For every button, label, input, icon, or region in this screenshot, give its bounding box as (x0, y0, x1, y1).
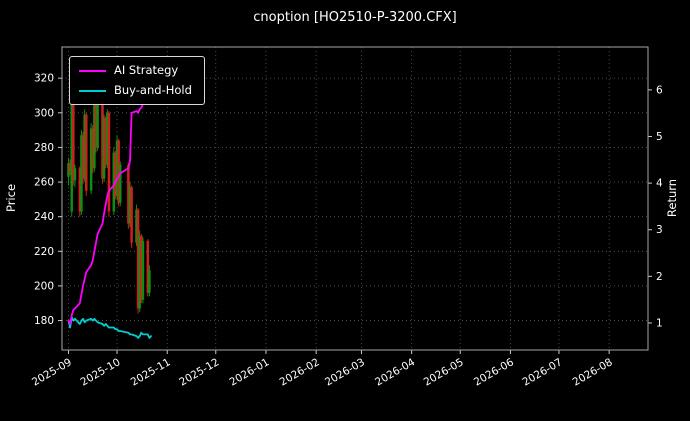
svg-text:2025-10: 2025-10 (79, 356, 123, 388)
legend-label: AI Strategy (114, 63, 179, 77)
svg-text:2026-01: 2026-01 (227, 356, 271, 388)
svg-text:2: 2 (656, 271, 663, 283)
svg-text:2025-09: 2025-09 (30, 356, 74, 388)
svg-text:180: 180 (34, 315, 54, 327)
svg-text:4: 4 (656, 178, 663, 190)
svg-text:5: 5 (656, 131, 663, 143)
svg-text:300: 300 (34, 107, 54, 119)
svg-text:320: 320 (34, 73, 54, 85)
svg-text:2026-08: 2026-08 (571, 356, 615, 388)
svg-text:2026-02: 2026-02 (278, 356, 322, 388)
svg-text:3: 3 (656, 224, 663, 236)
svg-text:220: 220 (34, 246, 54, 258)
svg-text:2026-03: 2026-03 (323, 356, 367, 388)
buy-and-hold-line-swatch (79, 89, 106, 92)
legend-label: Buy-and-Hold (114, 83, 192, 97)
svg-text:260: 260 (34, 177, 54, 189)
return-axis-label: Return (665, 179, 679, 217)
ai-strategy-line-swatch (79, 69, 106, 72)
svg-text:200: 200 (34, 280, 54, 292)
svg-text:2026-07: 2026-07 (520, 356, 564, 388)
price-axis-label: Price (4, 184, 18, 212)
legend-item-ai-strategy: AI Strategy (79, 64, 192, 77)
svg-text:2025-11: 2025-11 (129, 356, 173, 388)
svg-text:6: 6 (656, 84, 663, 96)
legend-item-buy-and-hold: Buy-and-Hold (79, 84, 192, 97)
svg-text:2025-12: 2025-12 (177, 356, 221, 388)
svg-text:2026-04: 2026-04 (373, 356, 417, 388)
svg-text:2026-05: 2026-05 (422, 356, 466, 388)
svg-text:240: 240 (34, 211, 54, 223)
chart-title: cnoption [HO2510-P-3200.CFX] (253, 10, 456, 25)
svg-text:1: 1 (656, 317, 663, 329)
svg-text:2026-06: 2026-06 (472, 356, 516, 388)
legend: AI Strategy Buy-and-Hold (69, 56, 205, 105)
svg-text:280: 280 (34, 142, 54, 154)
